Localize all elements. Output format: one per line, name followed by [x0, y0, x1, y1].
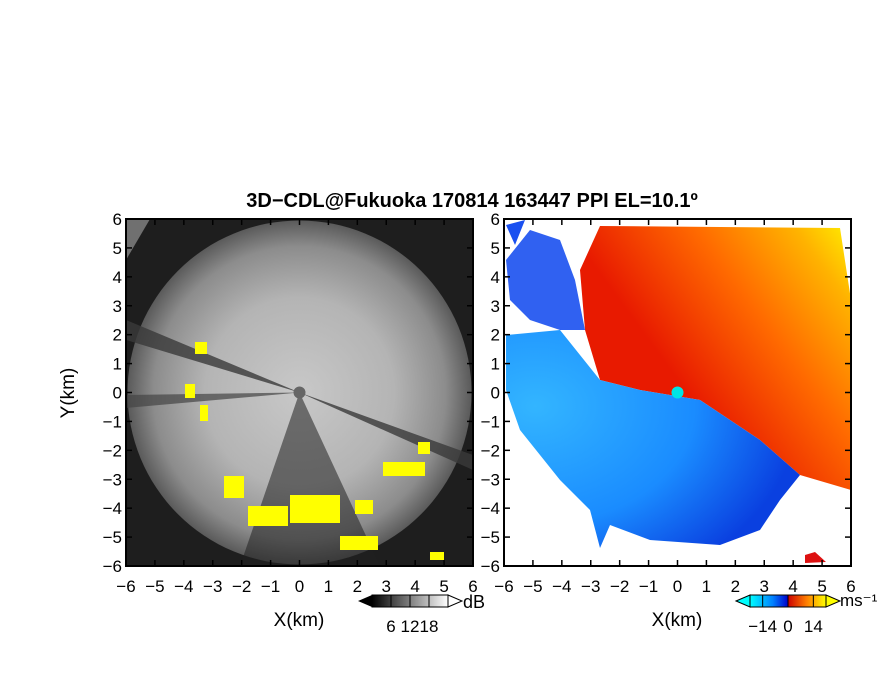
reflectivity-colorbar-tick-label: 12: [401, 617, 420, 636]
reflectivity-x-tick-label: −1: [261, 577, 280, 596]
reflectivity-x-tick-label: −2: [232, 577, 251, 596]
reflectivity-y-tick-label: 0: [113, 384, 122, 403]
velocity-approaching-region: [506, 330, 800, 548]
velocity-colorbar-ticks: −14 0 14: [748, 595, 823, 636]
reflectivity-y-tick-label: 2: [113, 326, 122, 345]
reflectivity-colorbar-left-arrow: [358, 595, 372, 607]
reflectivity-x-tick-label: 1: [324, 577, 333, 596]
reflectivity-colorbar-tick-label: 6: [386, 617, 395, 636]
reflectivity-y-tick-label: −6: [103, 557, 122, 576]
clutter-wedge: [126, 219, 150, 260]
velocity-x-tick-label: 1: [702, 577, 711, 596]
reflectivity-y-tick-label: 6: [113, 210, 122, 229]
reflectivity-x-tick-label: −4: [174, 577, 193, 596]
reflectivity-y-tick-label: −2: [103, 441, 122, 460]
velocity-x-tick-label: 0: [673, 577, 682, 596]
reflectivity-y-tick-label: −3: [103, 470, 122, 489]
velocity-y-tick-label: −5: [481, 528, 500, 547]
velocity-red-patch: [805, 552, 826, 563]
velocity-colorbar: −14 0 14 ms⁻¹: [734, 591, 878, 636]
velocity-y-tick-label: 3: [491, 297, 500, 316]
velocity-y-tick-label: 2: [491, 326, 500, 345]
reflectivity-y-tick-label: −1: [103, 412, 122, 431]
velocity-x-tick-label: 2: [731, 577, 740, 596]
reflectivity-y-tick-label: 3: [113, 297, 122, 316]
shadow-beam-northwest: [126, 320, 300, 393]
velocity-x-tick-label: 5: [817, 577, 826, 596]
velocity-colorbar-unit: ms⁻¹: [840, 591, 878, 610]
radar-site-marker-velocity: [671, 386, 684, 399]
velocity-y-tick-label: 4: [491, 268, 500, 287]
velocity-y-tick-label: 5: [491, 239, 500, 258]
reflectivity-colorbar: 6 12 18 dB: [358, 592, 485, 636]
velocity-x-tick-label: −6: [494, 577, 513, 596]
reflectivity-x-tick-label: 2: [353, 577, 362, 596]
velocity-y-tick-label: −2: [481, 441, 500, 460]
reflectivity-x-tick-label: −3: [203, 577, 222, 596]
reflectivity-y-tick-label: 1: [113, 355, 122, 374]
velocity-x-tick-label: 3: [760, 577, 769, 596]
velocity-colorbar-tick-label: 0: [783, 617, 792, 636]
reflectivity-x-tick-label: −6: [116, 577, 135, 596]
velocity-x-tick-label: −5: [523, 577, 542, 596]
reflectivity-colorbar-ticks: 6 12 18: [386, 595, 438, 636]
velocity-y-tick-label: −4: [481, 499, 500, 518]
velocity-panel: [504, 219, 851, 566]
reflectivity-y-tick-label: −4: [103, 499, 122, 518]
velocity-x-tick-label: −3: [581, 577, 600, 596]
velocity-x-tick-label: −1: [639, 577, 658, 596]
velocity-x-tick-label: −2: [610, 577, 629, 596]
velocity-blue-tip: [506, 220, 525, 245]
reflectivity-y-label: Y(km): [58, 368, 79, 419]
velocity-y-tick-label: 0: [491, 384, 500, 403]
velocity-x-label: X(km): [652, 610, 703, 631]
velocity-colorbar-right-arrow: [825, 594, 842, 608]
velocity-x-tick-label: 4: [788, 577, 797, 596]
velocity-y-tick-label: −3: [481, 470, 500, 489]
reflectivity-x-tick-label: 6: [468, 577, 477, 596]
velocity-y-tick-label: −6: [481, 557, 500, 576]
velocity-blue-arc: [506, 230, 585, 330]
reflectivity-x-tick-label: 5: [439, 577, 448, 596]
velocity-y-tick-label: 1: [491, 355, 500, 374]
velocity-colorbar-left-arrow: [734, 594, 751, 608]
reflectivity-y-tick-label: −5: [103, 528, 122, 547]
reflectivity-colorbar-tick-label: 18: [420, 617, 439, 636]
reflectivity-y-tick-label: 5: [113, 239, 122, 258]
velocity-y-tick-label: −1: [481, 412, 500, 431]
velocity-receding-region: [580, 226, 851, 490]
shadow-beam-west: [126, 392, 300, 408]
radar-site-marker: [293, 386, 306, 399]
reflectivity-x-tick-label: 3: [382, 577, 391, 596]
reflectivity-x-label: X(km): [274, 610, 325, 631]
figure-title: 3D−CDL@Fukuoka 170814 163447 PPI EL=10.1…: [246, 190, 698, 212]
reflectivity-panel: [126, 219, 473, 566]
velocity-x-tick-label: −4: [552, 577, 571, 596]
velocity-colorbar-tick-label: 14: [804, 617, 823, 636]
reflectivity-x-tick-label: 0: [295, 577, 304, 596]
reflectivity-x-tick-label: 4: [410, 577, 419, 596]
reflectivity-x-tick-label: −5: [145, 577, 164, 596]
reflectivity-colorbar-unit: dB: [463, 592, 485, 612]
reflectivity-y-tick-label: 4: [113, 268, 122, 287]
reflectivity-colorbar-right-arrow: [447, 594, 464, 608]
velocity-colorbar-tick-label: −14: [748, 617, 777, 636]
yellow-echo-patches: [185, 342, 444, 560]
velocity-y-tick-label: 6: [491, 210, 500, 229]
velocity-x-tick-label: 6: [846, 577, 855, 596]
